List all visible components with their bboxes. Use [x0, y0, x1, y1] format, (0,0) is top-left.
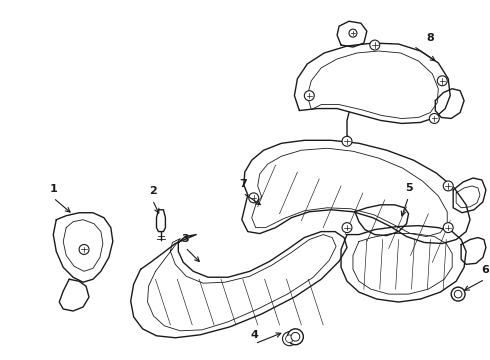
Text: 6: 6 — [481, 265, 489, 275]
Circle shape — [304, 91, 314, 100]
Circle shape — [443, 223, 453, 233]
Circle shape — [283, 332, 296, 346]
Circle shape — [454, 290, 462, 298]
Circle shape — [249, 193, 259, 203]
Circle shape — [370, 40, 380, 50]
Circle shape — [342, 223, 352, 233]
Circle shape — [451, 287, 465, 301]
Circle shape — [342, 136, 352, 146]
Text: 5: 5 — [405, 183, 413, 193]
Text: 8: 8 — [426, 33, 434, 43]
Text: 3: 3 — [181, 234, 189, 243]
Text: 4: 4 — [251, 330, 259, 340]
Circle shape — [349, 29, 357, 37]
Circle shape — [443, 181, 453, 191]
Text: 2: 2 — [148, 186, 156, 196]
Circle shape — [288, 329, 303, 345]
Text: 1: 1 — [49, 184, 57, 194]
Circle shape — [79, 244, 89, 255]
Circle shape — [437, 76, 447, 86]
Circle shape — [429, 113, 440, 123]
Circle shape — [286, 335, 294, 343]
Text: 7: 7 — [239, 179, 246, 189]
Circle shape — [291, 332, 300, 341]
